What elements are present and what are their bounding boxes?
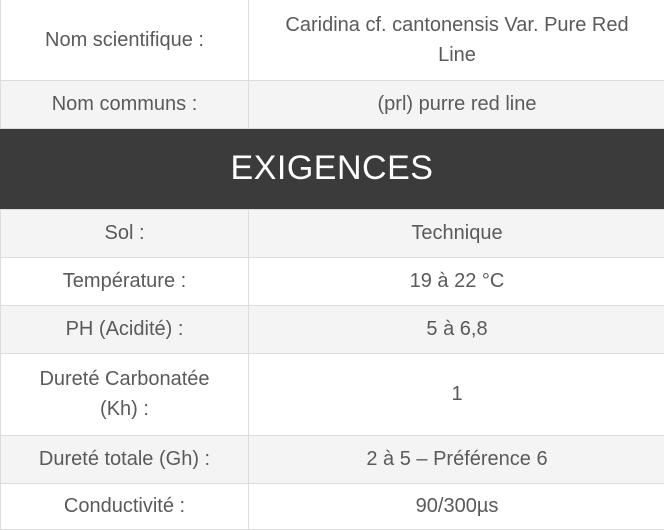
table-row: Sol : Technique <box>0 208 664 258</box>
row-label: Dureté totale (Gh) : <box>0 434 249 484</box>
section-title: EXIGENCES <box>0 128 664 209</box>
row-value: 90/300µs <box>248 482 664 530</box>
row-label: PH (Acidité) : <box>0 304 249 354</box>
row-value: (prl) purre red line <box>248 79 664 129</box>
row-value: Technique <box>248 208 664 258</box>
table-row: Température : 19 à 22 °C <box>0 256 664 306</box>
row-label: Sol : <box>0 208 249 258</box>
row-value: 19 à 22 °C <box>248 256 664 306</box>
table-row: PH (Acidité) : 5 à 6,8 <box>0 304 664 354</box>
table-row: Dureté Carbonatée (Kh) : 1 <box>0 352 664 436</box>
row-value: 1 <box>248 352 664 436</box>
identity-table: Nom scientifique : Caridina cf. cantonen… <box>0 0 664 129</box>
requirements-table: Sol : Technique Température : 19 à 22 °C… <box>0 208 664 530</box>
table-row: Conductivité : 90/300µs <box>0 482 664 530</box>
row-label: Nom scientifique : <box>0 0 249 81</box>
table-row: Nom scientifique : Caridina cf. cantonen… <box>0 0 664 81</box>
row-label: Conductivité : <box>0 482 249 530</box>
row-label: Température : <box>0 256 249 306</box>
table-row: Dureté totale (Gh) : 2 à 5 – Préférence … <box>0 434 664 484</box>
row-value: Caridina cf. cantonensis Var. Pure Red L… <box>248 0 664 81</box>
row-value: 5 à 6,8 <box>248 304 664 354</box>
row-label: Dureté Carbonatée (Kh) : <box>0 352 249 436</box>
row-value: 2 à 5 – Préférence 6 <box>248 434 664 484</box>
row-label: Nom communs : <box>0 79 249 129</box>
table-row: Nom communs : (prl) purre red line <box>0 79 664 129</box>
